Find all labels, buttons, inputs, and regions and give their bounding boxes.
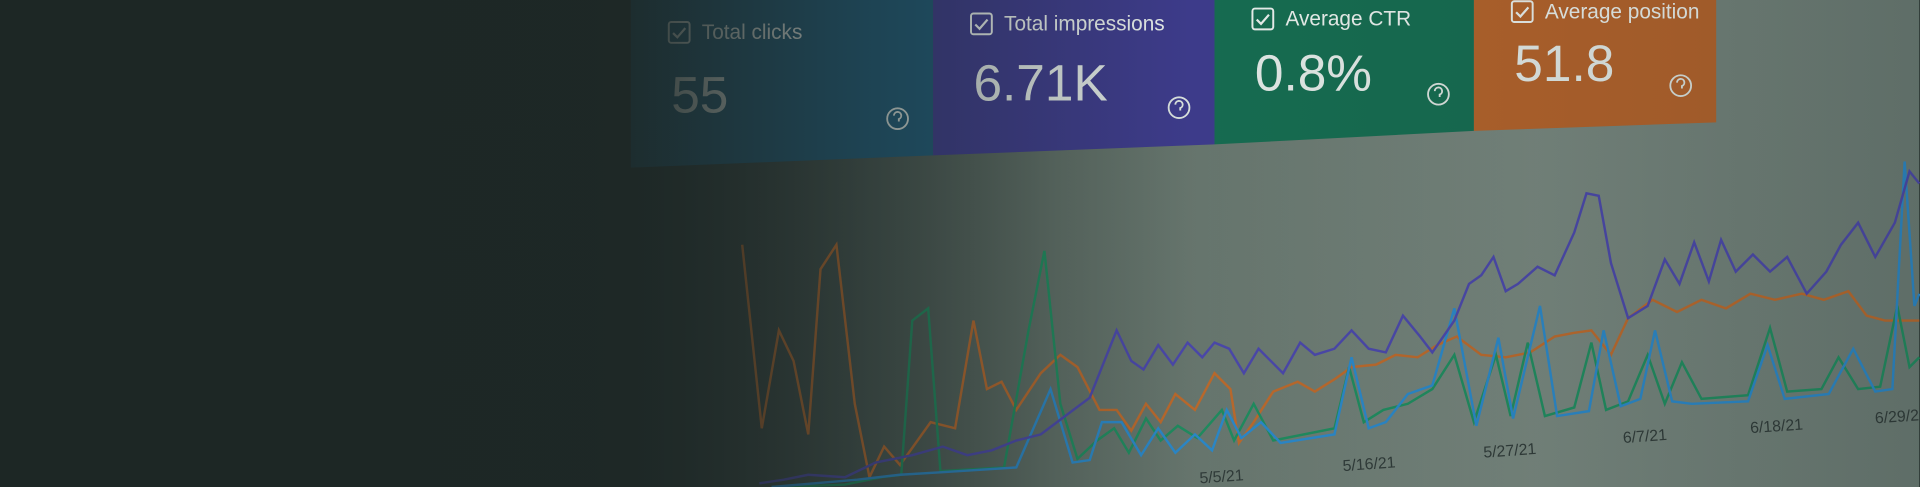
vignette bbox=[0, 0, 1920, 487]
page: Total clicks55Total impressions6.71KAver… bbox=[0, 0, 1920, 487]
dashboard-photo: Total clicks55Total impressions6.71KAver… bbox=[0, 0, 1920, 487]
